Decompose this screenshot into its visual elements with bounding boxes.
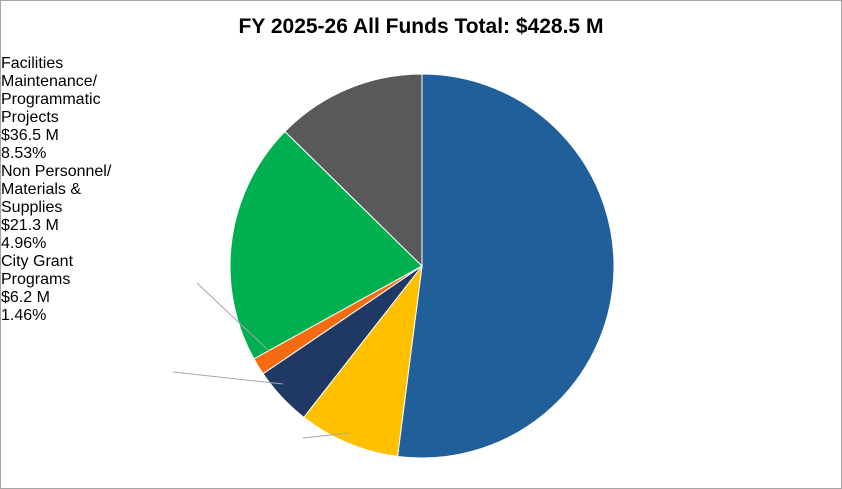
category-label: City Grant Programs [1,253,74,288]
value-label: $54.2 M [1,451,59,468]
percent-label: 1.46% [1,307,47,324]
leader-line [196,282,270,352]
category-label: Facilities Maintenance/ Programmatic Pro… [1,55,101,126]
category-label: Inter-departmental Services [1,397,95,450]
value-label: $87.3 M [1,361,59,378]
slice-label: City Grant Programs $6.2 M 1.46% [1,253,131,325]
pie-slice [229,130,423,360]
value-label: $21.3 M [1,217,59,234]
percent-label: 4.96% [1,235,47,252]
value-label: $6.2 M [1,289,50,306]
percent-label: 12.66% [1,469,56,486]
percent-label: 52.01% [1,37,56,54]
category-label: Labor [1,1,42,18]
slice-label: Labor $222.9 M 52.01% [1,1,91,55]
leader-line [172,371,284,385]
slice-label: Non Personnel/ Materials & Supplies $21.3… [1,163,136,253]
percent-label: 8.53% [1,145,47,162]
leader-line [302,432,350,439]
pie-slice [284,73,423,268]
slice-label: Capital/ Equipment $87.3 M 20.38% [1,325,131,397]
value-label: $36.5 M [1,127,59,144]
pie-slice [397,73,615,459]
slice-label: Inter-departmental Services $54.2 M 12.66% [1,397,131,487]
percent-label: 20.38% [1,379,56,396]
pie-slice [303,264,423,457]
category-label: Non Personnel/ Materials & Supplies [1,163,112,216]
category-label: Capital/ Equipment [1,325,78,360]
slice-label: Facilities Maintenance/ Programmatic Pro… [1,55,161,163]
chart-title: FY 2025-26 All Funds Total: $428.5 M [238,15,604,38]
value-label: $222.9 M [1,19,68,36]
